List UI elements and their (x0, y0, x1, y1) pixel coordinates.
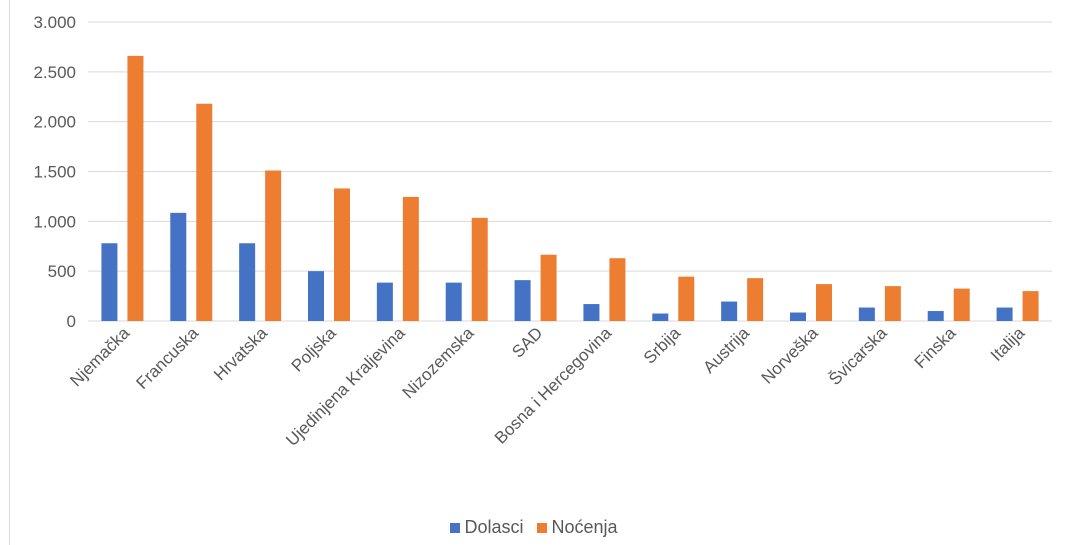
bar-noenja-12 (953, 288, 970, 321)
bar-dolasci-9 (721, 301, 738, 321)
bar-dolasci-7 (583, 304, 600, 321)
bar-noenja-0 (127, 55, 144, 322)
x-category-label: Finska (911, 323, 960, 372)
bar-dolasci-2 (239, 243, 256, 321)
bar-noenja-3 (334, 188, 350, 321)
gridlines (88, 21, 1052, 322)
legend-label-nocenja: Noćenja (551, 517, 618, 537)
chart-frame-edge (9, 0, 10, 545)
x-category-label: Hrvatska (210, 323, 271, 384)
bar-dolasci-11 (858, 307, 875, 321)
bar-noenja-9 (747, 278, 764, 321)
x-category-label: Austrija (699, 323, 753, 377)
bar-dolasci-13 (996, 307, 1013, 321)
x-category-label: Francuska (133, 323, 203, 393)
bar-dolasci-3 (308, 271, 324, 321)
y-tick-label: 2.000 (33, 113, 76, 132)
x-category-label: Bosna i Hercegovina (491, 323, 616, 448)
y-tick-label: 2.500 (33, 63, 76, 82)
bar-noenja-6 (540, 254, 557, 321)
y-axis-tick-labels: 0 500 1.000 1.500 2.000 2.500 3.000 (33, 13, 76, 331)
bar-dolasci-4 (376, 282, 393, 321)
bar-noenja-8 (678, 276, 695, 321)
y-tick-label: 1.500 (33, 163, 76, 182)
x-category-label: Švicarska (825, 323, 891, 389)
bar-noenja-11 (884, 286, 901, 321)
bar-chart: 0 500 1.000 1.500 2.000 2.500 3.000 Njemačka Fr… (33, 13, 1052, 450)
y-tick-label: 3.000 (33, 13, 76, 32)
legend: Dolasci Noćenja (0, 517, 1068, 538)
legend-swatch-dolasci (450, 522, 461, 533)
bar-dolasci-12 (927, 311, 944, 321)
x-axis-category-labels: Njemačka Francuska Hrvatska PoljskaUjedinje… (66, 323, 1028, 450)
bar-dolasci-5 (445, 282, 462, 321)
x-category-label: SAD (508, 323, 546, 361)
x-category-label: Norveška (758, 323, 823, 388)
x-category-label: Poljska (288, 323, 341, 376)
y-tick-label: 1.000 (33, 212, 76, 231)
x-category-label: Nizozemska (399, 323, 478, 402)
x-category-label: Italija (987, 323, 1029, 365)
bar-noenja-2 (265, 170, 282, 321)
y-tick-label: 0 (67, 312, 76, 331)
bar-noenja-10 (816, 284, 832, 321)
bar-dolasci-6 (514, 280, 531, 321)
y-tick-label: 500 (48, 262, 76, 281)
bar-noenja-7 (609, 258, 626, 321)
bar-dolasci-0 (101, 243, 118, 321)
x-category-label: Ujedinjena Kraljevina (282, 323, 409, 450)
legend-swatch-nocenja (537, 522, 548, 533)
bar-noenja-5 (471, 217, 488, 321)
bar-noenja-13 (1022, 291, 1039, 321)
x-category-label: Srbija (640, 323, 685, 368)
legend-item-nocenja: Noćenja (537, 517, 618, 538)
bars (101, 55, 1039, 322)
bar-dolasci-8 (652, 313, 669, 321)
legend-label-dolasci: Dolasci (464, 517, 524, 537)
bar-dolasci-10 (790, 312, 806, 321)
bar-noenja-4 (402, 196, 419, 321)
x-category-label: Njemačka (66, 323, 133, 390)
bar-dolasci-1 (170, 212, 187, 321)
legend-item-dolasci: Dolasci (450, 517, 523, 538)
bar-noenja-1 (196, 103, 213, 321)
